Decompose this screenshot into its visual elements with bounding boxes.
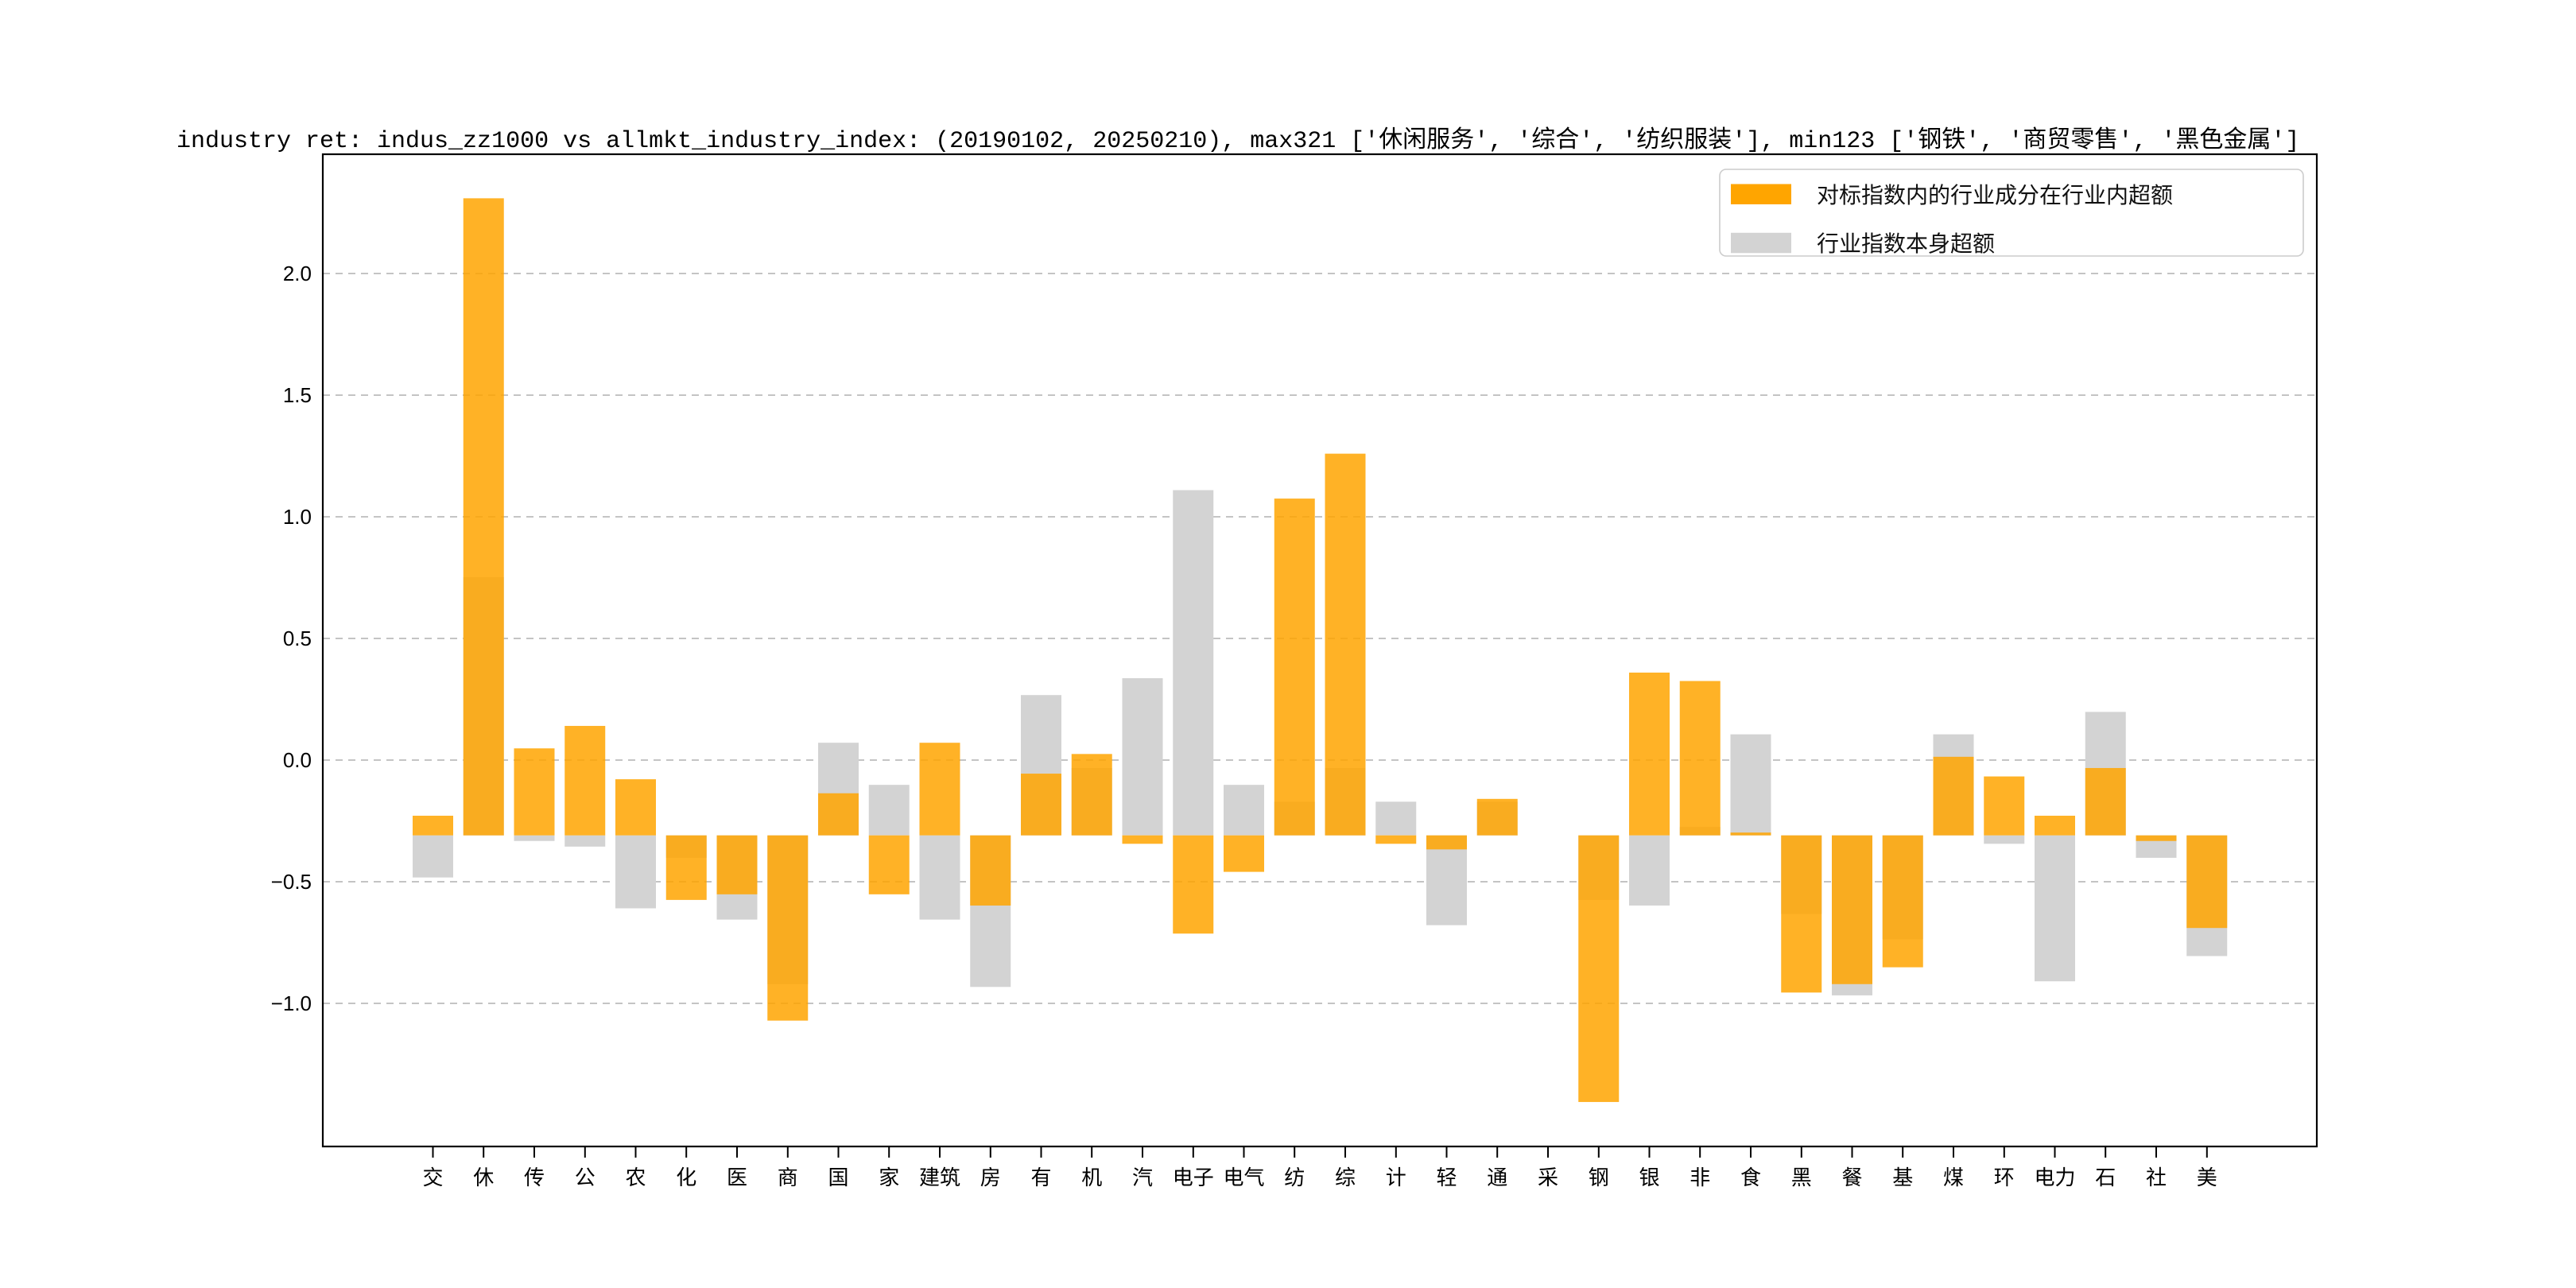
svg-text:社: 社: [2146, 1166, 2167, 1189]
svg-text:农: 农: [625, 1166, 646, 1189]
svg-text:有: 有: [1030, 1166, 1051, 1189]
svg-text:1.5: 1.5: [283, 383, 312, 407]
svg-text:0.5: 0.5: [283, 627, 312, 650]
svg-text:电气: 电气: [1223, 1166, 1264, 1189]
svg-text:行业指数本身超额: 行业指数本身超额: [1817, 231, 1995, 256]
svg-text:2.0: 2.0: [283, 262, 312, 285]
svg-text:非: 非: [1690, 1166, 1710, 1189]
svg-text:美: 美: [2197, 1166, 2217, 1189]
svg-text:环: 环: [1994, 1166, 2015, 1189]
svg-text:对标指数内的行业成分在行业内超额: 对标指数内的行业成分在行业内超额: [1817, 183, 2173, 208]
svg-text:通: 通: [1487, 1166, 1507, 1189]
svg-text:医: 医: [727, 1166, 747, 1189]
svg-text:轻: 轻: [1436, 1166, 1457, 1189]
svg-text:黑: 黑: [1791, 1166, 1812, 1189]
svg-text:1.0: 1.0: [283, 505, 312, 529]
svg-text:0.0: 0.0: [283, 748, 312, 772]
svg-text:传: 传: [524, 1166, 545, 1189]
svg-text:综: 综: [1335, 1166, 1356, 1189]
svg-text:煤: 煤: [1943, 1166, 1964, 1189]
svg-text:汽: 汽: [1132, 1166, 1153, 1189]
svg-text:纺: 纺: [1284, 1166, 1305, 1189]
svg-text:化: 化: [676, 1166, 696, 1189]
svg-text:电力: 电力: [2034, 1166, 2075, 1189]
svg-text:石: 石: [2095, 1166, 2116, 1189]
svg-text:−1.0: −1.0: [271, 991, 312, 1015]
svg-text:建筑: 建筑: [919, 1166, 960, 1189]
svg-text:国: 国: [828, 1166, 848, 1189]
svg-text:基: 基: [1892, 1166, 1913, 1189]
svg-text:钢: 钢: [1589, 1166, 1609, 1189]
svg-text:房: 房: [980, 1166, 1001, 1189]
svg-text:公: 公: [575, 1166, 596, 1189]
svg-text:银: 银: [1639, 1166, 1659, 1189]
svg-text:餐: 餐: [1841, 1166, 1862, 1189]
svg-text:家: 家: [879, 1166, 899, 1189]
svg-text:交: 交: [422, 1166, 443, 1189]
svg-text:休: 休: [473, 1166, 494, 1189]
svg-text:采: 采: [1538, 1166, 1558, 1189]
svg-text:电子: 电子: [1173, 1166, 1214, 1189]
svg-text:−0.5: −0.5: [271, 870, 312, 894]
svg-text:计: 计: [1386, 1166, 1406, 1189]
svg-text:商: 商: [778, 1166, 798, 1189]
svg-text:食: 食: [1740, 1166, 1761, 1189]
svg-text:机: 机: [1081, 1166, 1102, 1189]
